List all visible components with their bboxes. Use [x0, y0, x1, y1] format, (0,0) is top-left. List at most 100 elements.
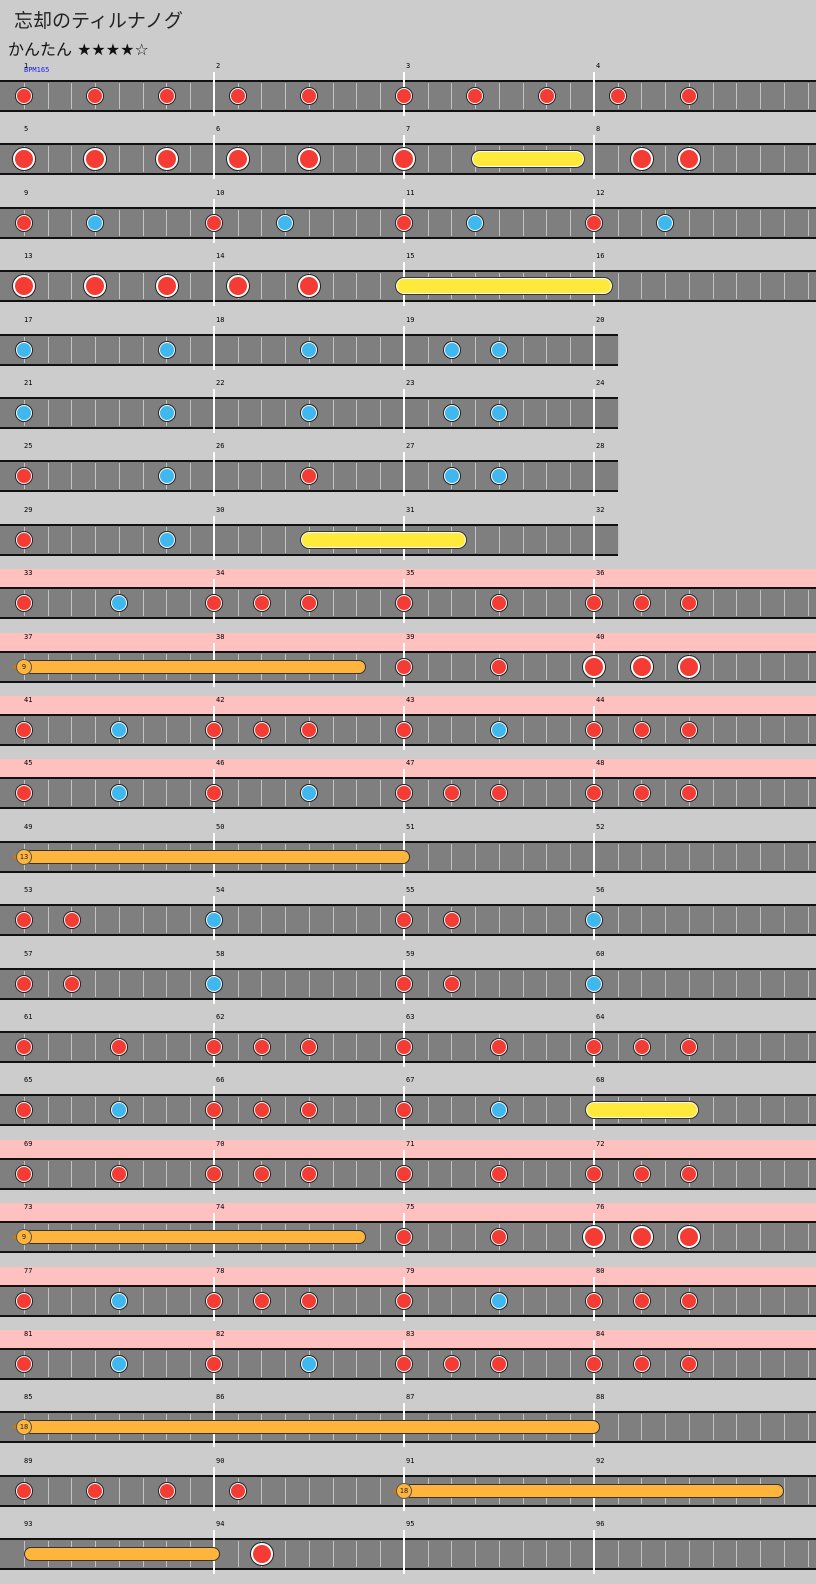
measure-number: 14 — [216, 252, 225, 261]
beat-tick — [261, 209, 263, 236]
beat-tick — [451, 1034, 453, 1060]
beat-tick — [356, 463, 358, 490]
beat-tick — [427, 1097, 429, 1124]
beat-tick — [688, 1541, 690, 1568]
beat-tick — [712, 1287, 714, 1314]
score-row: 41 42 43 44 — [0, 696, 816, 756]
don-note-icon — [586, 785, 602, 802]
beat-tick — [47, 273, 49, 300]
beat-tick — [451, 146, 453, 173]
beat-tick — [665, 273, 666, 300]
don-note-icon — [396, 1292, 412, 1309]
don-note-icon — [633, 722, 650, 738]
beat-tick — [712, 146, 714, 173]
beat-tick — [475, 1224, 476, 1251]
beat-tick — [380, 1477, 381, 1504]
beat-tick — [47, 1160, 49, 1187]
beat-tick — [807, 273, 809, 300]
measure-number: 47 — [406, 759, 415, 768]
beat-tick — [712, 907, 714, 934]
beat-tick — [285, 717, 286, 743]
beat-tick — [95, 1034, 96, 1060]
measure-number: 64 — [596, 1013, 605, 1021]
beat-tick — [570, 970, 571, 997]
beat-tick — [807, 1477, 809, 1504]
beat-tick — [807, 717, 809, 743]
beat-tick — [332, 907, 334, 934]
ka-note-icon — [586, 912, 602, 929]
beat-tick — [356, 1541, 358, 1568]
beat-tick — [688, 907, 690, 934]
don-note-icon — [396, 658, 412, 675]
measure-number: 28 — [596, 442, 605, 451]
beat-tick — [451, 1224, 453, 1251]
beat-tick — [285, 780, 286, 807]
beat-tick — [736, 209, 738, 236]
beat-tick — [285, 146, 286, 173]
beat-tick — [332, 1160, 334, 1187]
beat-tick — [783, 970, 785, 997]
don-note-icon — [158, 1482, 175, 1499]
beat-tick — [546, 463, 548, 490]
don-note-icon — [396, 88, 412, 104]
beat-tick — [617, 780, 619, 807]
beat-tick — [712, 1541, 714, 1568]
beat-tick — [95, 590, 96, 617]
ka-note-icon — [158, 405, 175, 421]
beat-tick — [665, 843, 666, 870]
measure-number: 84 — [596, 1330, 605, 1338]
measure-number: 19 — [406, 315, 415, 324]
beat-tick — [166, 780, 168, 807]
measure-number: 56 — [596, 886, 605, 895]
beat-tick — [617, 1160, 619, 1187]
drumroll-bar — [394, 277, 613, 296]
beat-tick — [332, 400, 334, 426]
beat-tick — [570, 1287, 571, 1314]
don-note-icon — [586, 214, 602, 231]
beat-tick — [118, 83, 120, 109]
beat-tick — [475, 463, 476, 490]
beat-tick — [261, 336, 263, 363]
beat-tick — [285, 1287, 286, 1314]
don-note-icon — [111, 1039, 127, 1055]
don-note-icon — [491, 1356, 507, 1372]
beat-tick — [498, 907, 500, 934]
beat-tick — [71, 400, 73, 426]
don-note-icon — [16, 1102, 32, 1119]
beat-tick — [665, 717, 666, 743]
beat-tick — [237, 1541, 239, 1568]
beat-tick — [688, 273, 690, 300]
beat-tick — [807, 1351, 809, 1377]
beat-tick — [807, 1224, 809, 1251]
measure-line — [403, 452, 405, 497]
beat-tick — [475, 1541, 476, 1568]
beat-tick — [807, 1034, 809, 1060]
beat-tick — [712, 843, 714, 870]
beat-tick — [190, 907, 191, 934]
beat-tick — [118, 526, 120, 553]
beat-tick — [688, 843, 690, 870]
measure-number: 51 — [406, 822, 415, 831]
beat-tick — [546, 653, 548, 680]
ka-note-icon — [301, 341, 317, 358]
beat-tick — [712, 970, 714, 997]
big-don-note-icon — [583, 1226, 605, 1249]
beat-tick — [427, 1160, 429, 1187]
beat-tick — [546, 1351, 548, 1377]
don-note-icon — [491, 658, 507, 675]
score-row: 33 34 35 36 — [0, 569, 816, 629]
beat-tick — [522, 1287, 524, 1314]
measure-number: 52 — [596, 822, 605, 831]
big-don-note-icon — [226, 148, 249, 171]
ka-note-icon — [491, 341, 507, 358]
beat-tick — [641, 83, 643, 109]
beat-tick — [190, 1287, 191, 1314]
don-note-icon — [63, 912, 80, 929]
beat-tick — [736, 907, 738, 934]
beat-tick — [190, 146, 191, 173]
beat-tick — [570, 1034, 571, 1060]
beat-tick — [570, 843, 571, 870]
beat-tick — [142, 83, 144, 109]
beat-tick — [736, 843, 738, 870]
beat-tick — [712, 209, 714, 236]
